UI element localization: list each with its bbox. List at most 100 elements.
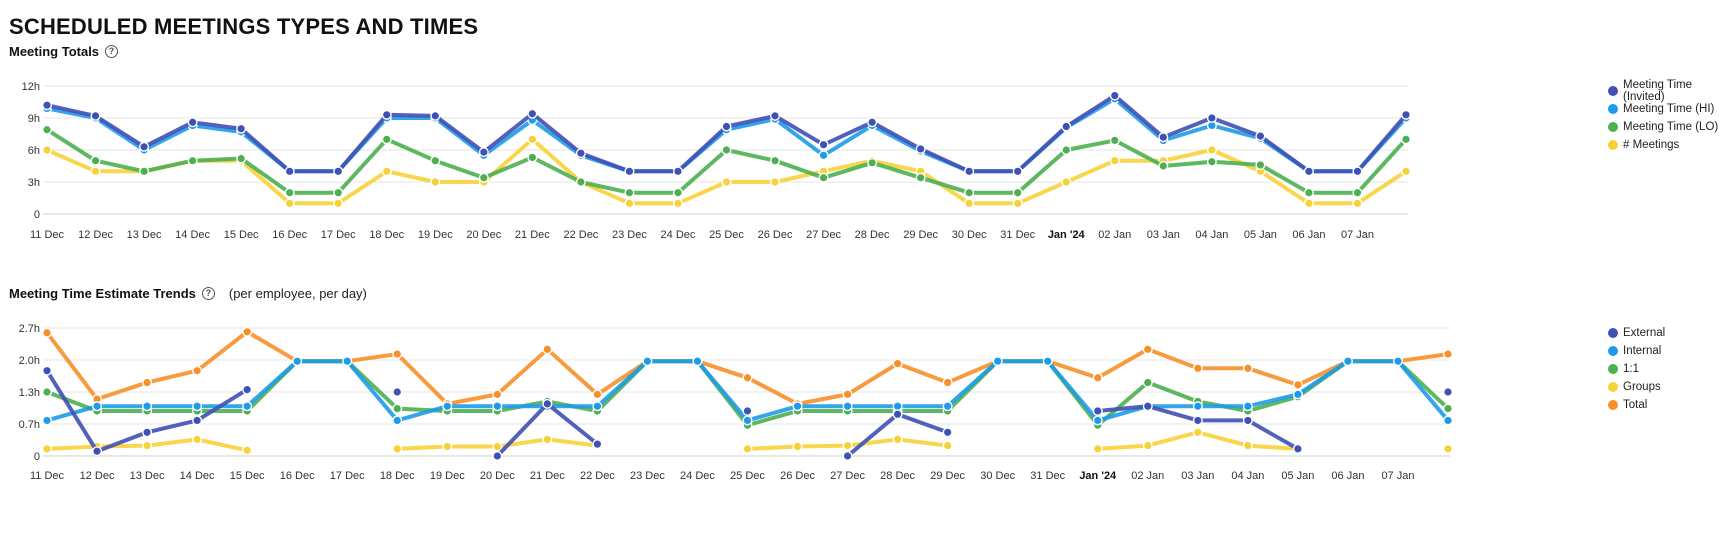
data-point[interactable] [1242,363,1253,374]
data-point[interactable] [527,108,538,119]
data-point[interactable] [592,439,603,450]
data-point[interactable] [792,441,803,452]
data-point[interactable] [1092,415,1103,426]
data-point[interactable] [392,415,403,426]
data-point[interactable] [478,172,489,183]
legend-item-1-1[interactable]: 1:1 [1608,360,1665,378]
data-point[interactable] [333,166,344,177]
help-icon[interactable]: ? [105,45,119,58]
data-point[interactable] [284,166,295,177]
data-point[interactable] [1400,166,1411,177]
data-point[interactable] [692,356,703,367]
data-point[interactable] [139,141,150,152]
data-point[interactable] [292,356,303,367]
data-point[interactable] [1242,401,1253,412]
data-point[interactable] [542,344,553,355]
legend-item-total[interactable]: Total [1608,396,1665,414]
data-point[interactable] [1352,187,1363,198]
data-point[interactable] [1400,134,1411,145]
data-point[interactable] [842,389,853,400]
data-point[interactable] [1012,198,1023,209]
data-point[interactable] [642,356,653,367]
data-point[interactable] [915,172,926,183]
data-point[interactable] [342,356,353,367]
data-point[interactable] [381,109,392,120]
data-point[interactable] [867,117,878,128]
data-point[interactable] [915,143,926,154]
data-point[interactable] [392,349,403,360]
data-point[interactable] [964,166,975,177]
data-point[interactable] [942,427,953,438]
data-point[interactable] [721,121,732,132]
data-point[interactable] [1342,356,1353,367]
data-point[interactable] [90,155,101,166]
legend-item-external[interactable]: External [1608,324,1665,342]
data-point[interactable] [1061,176,1072,187]
data-point[interactable] [1192,363,1203,374]
data-point[interactable] [1303,198,1314,209]
data-point[interactable] [1109,155,1120,166]
data-point[interactable] [1352,166,1363,177]
data-point[interactable] [792,401,803,412]
data-point[interactable] [392,387,403,398]
data-point[interactable] [192,401,203,412]
data-point[interactable] [1092,405,1103,416]
data-point[interactable] [867,157,878,168]
data-point[interactable] [992,356,1003,367]
data-point[interactable] [42,415,53,426]
data-point[interactable] [1242,415,1253,426]
data-point[interactable] [430,110,441,121]
data-point[interactable] [492,401,503,412]
data-point[interactable] [1092,443,1103,454]
data-point[interactable] [1303,166,1314,177]
data-point[interactable] [1255,159,1266,170]
data-point[interactable] [1303,187,1314,198]
data-point[interactable] [236,153,247,164]
data-point[interactable] [492,389,503,400]
data-point[interactable] [1442,349,1453,360]
data-point[interactable] [242,384,253,395]
data-point[interactable] [478,147,489,158]
data-point[interactable] [892,401,903,412]
data-point[interactable] [1158,132,1169,143]
data-point[interactable] [187,155,198,166]
data-point[interactable] [1292,443,1303,454]
data-point[interactable] [92,446,103,457]
data-point[interactable] [527,134,538,145]
data-point[interactable] [892,434,903,445]
data-point[interactable] [942,377,953,388]
data-point[interactable] [624,187,635,198]
data-point[interactable] [1061,144,1072,155]
legend-item-internal[interactable]: Internal [1608,342,1665,360]
data-point[interactable] [1109,135,1120,146]
data-point[interactable] [721,144,732,155]
data-point[interactable] [842,440,853,451]
data-point[interactable] [442,441,453,452]
data-point[interactable] [90,110,101,121]
data-point[interactable] [624,166,635,177]
data-point[interactable] [742,405,753,416]
data-point[interactable] [592,401,603,412]
data-point[interactable] [1292,389,1303,400]
data-point[interactable] [742,415,753,426]
data-point[interactable] [492,441,503,452]
data-point[interactable] [139,166,150,177]
data-point[interactable] [242,326,253,337]
data-point[interactable] [42,144,53,155]
data-point[interactable] [770,155,781,166]
data-point[interactable] [818,172,829,183]
data-point[interactable] [236,123,247,134]
legend-item-meeting-time-hi[interactable]: Meeting Time (HI) [1608,100,1731,118]
data-point[interactable] [942,440,953,451]
data-point[interactable] [721,176,732,187]
data-point[interactable] [1192,415,1203,426]
data-point[interactable] [892,358,903,369]
data-point[interactable] [1192,427,1203,438]
data-point[interactable] [430,176,441,187]
legend-item-meeting-time-invited[interactable]: Meeting Time (Invited) [1608,79,1731,103]
data-point[interactable] [392,403,403,414]
data-point[interactable] [1442,387,1453,398]
legend-item-meetings[interactable]: # Meetings [1608,136,1731,154]
data-point[interactable] [430,155,441,166]
data-point[interactable] [1192,401,1203,412]
